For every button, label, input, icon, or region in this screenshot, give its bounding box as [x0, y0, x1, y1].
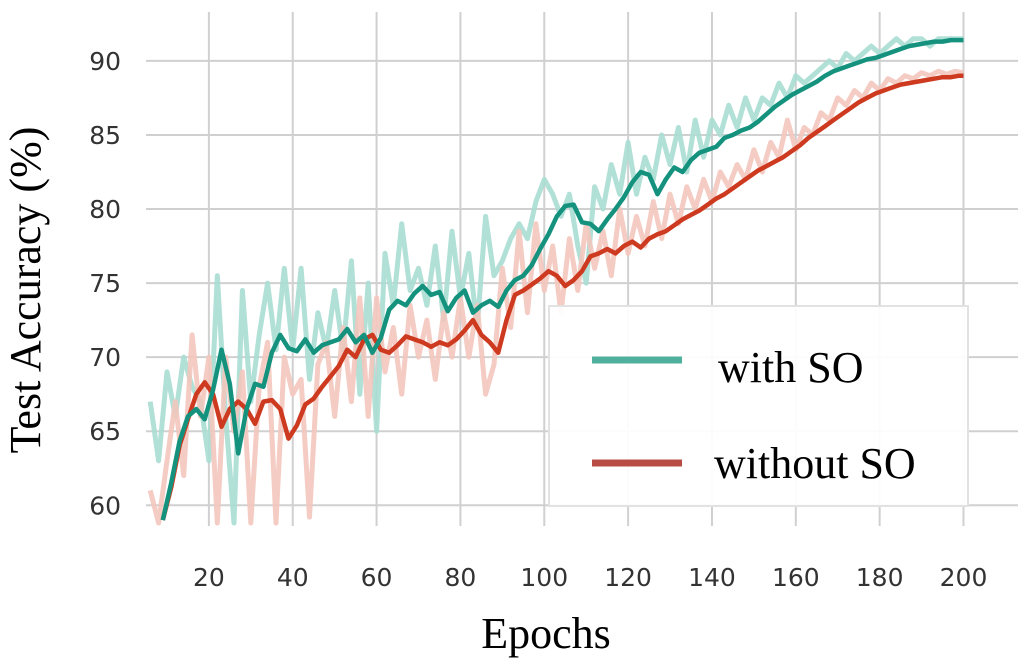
y-axis-title: Test Accuracy (%)	[1, 127, 50, 454]
x-tick-label-160: 160	[772, 563, 820, 592]
y-tick-label-60: 60	[89, 491, 121, 520]
x-tick-label-140: 140	[688, 563, 736, 592]
smoothed-line-without-so	[160, 73, 964, 521]
y-tick-label-65: 65	[89, 417, 121, 446]
x-tick-label-20: 20	[193, 563, 225, 592]
y-tick-label-85: 85	[89, 121, 121, 150]
tick-labels: 20 40 60 80 100 120 140 160 180 200 60 65 70 75 80 85 90	[89, 47, 987, 592]
raw-series-lines	[147, 36, 964, 526]
x-axis-title: Epochs	[481, 609, 611, 658]
legend-box	[548, 305, 969, 507]
smoothed-line-with-so	[160, 37, 964, 521]
raw-line-with-so	[147, 36, 964, 526]
x-tick-label-180: 180	[856, 563, 904, 592]
raw-line-without-so	[147, 68, 964, 526]
x-tick-label-100: 100	[520, 563, 568, 592]
smoothed-series-lines	[160, 37, 964, 521]
x-tick-label-200: 200	[940, 563, 988, 592]
legend: with SO without SO	[548, 305, 969, 507]
x-tick-label-80: 80	[445, 563, 477, 592]
x-tick-label-60: 60	[361, 563, 393, 592]
x-tick-label-120: 120	[604, 563, 652, 592]
y-tick-label-75: 75	[89, 269, 121, 298]
y-tick-label-90: 90	[89, 47, 121, 76]
legend-label-without-so: without SO	[714, 439, 916, 488]
y-tick-label-80: 80	[89, 195, 121, 224]
x-tick-label-40: 40	[277, 563, 309, 592]
y-tick-label-70: 70	[89, 343, 121, 372]
legend-label-with-so: with SO	[718, 343, 863, 392]
